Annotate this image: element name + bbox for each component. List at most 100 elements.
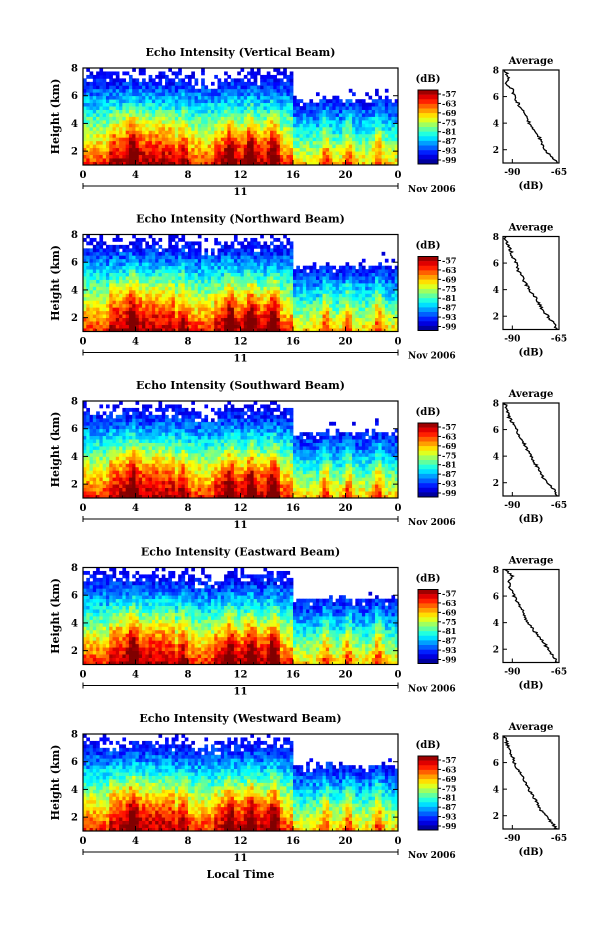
heatmap-cell <box>103 321 107 325</box>
heatmap-cell <box>336 137 340 141</box>
heatmap-cell <box>339 148 343 152</box>
heatmap-cell <box>168 96 172 100</box>
heatmap-cell <box>109 259 113 263</box>
heatmap-cell <box>155 304 159 308</box>
heatmap-cell <box>149 325 153 329</box>
heatmap-cell <box>152 238 156 242</box>
heatmap-cell <box>378 297 382 301</box>
heatmap-cell <box>247 307 251 311</box>
heatmap-cell <box>86 321 90 325</box>
heatmap-cell <box>231 248 235 252</box>
heatmap-cell <box>155 151 159 155</box>
heatmap-cell <box>185 286 189 290</box>
heatmap-cell <box>149 89 153 93</box>
heatmap-cell <box>165 314 169 318</box>
heatmap-cell <box>352 106 356 110</box>
heatmap-cell <box>241 96 245 100</box>
heatmap-cell <box>227 96 231 100</box>
heatmap-cell <box>224 321 228 325</box>
heatmap-cell <box>303 148 307 152</box>
heatmap-cell <box>237 85 241 89</box>
heatmap-cell <box>132 151 136 155</box>
heatmap-cell <box>116 280 120 284</box>
heatmap-cell <box>208 276 212 280</box>
heatmap-cell <box>119 252 123 256</box>
heatmap-cell <box>227 144 231 148</box>
heatmap-cell <box>332 280 336 284</box>
heatmap-cell <box>155 82 159 86</box>
heatmap-cell <box>103 491 107 495</box>
heatmap-cell <box>106 269 110 273</box>
heatmap-cell <box>106 266 110 270</box>
heatmap-cell <box>290 155 294 159</box>
heatmap-cell <box>109 450 113 454</box>
heatmap-cell <box>306 325 310 329</box>
heatmap-cell <box>309 325 313 329</box>
heatmap-cell <box>339 304 343 308</box>
heatmap-cell <box>326 134 330 138</box>
heatmap-cell <box>280 103 284 107</box>
heatmap-cell <box>90 297 94 301</box>
heatmap-cell <box>339 110 343 114</box>
heatmap-cell <box>257 134 261 138</box>
heatmap-cell <box>303 321 307 325</box>
heatmap-cell <box>116 82 120 86</box>
heatmap-cell <box>306 130 310 134</box>
heatmap-cell <box>260 266 264 270</box>
heatmap-cell <box>224 245 228 249</box>
heatmap-cell <box>313 314 317 318</box>
heatmap-cell <box>178 314 182 318</box>
heatmap-cell <box>326 120 330 124</box>
heatmap-cell <box>191 106 195 110</box>
heatmap-cell <box>342 137 346 141</box>
heatmap-cell <box>198 99 202 103</box>
heatmap-cell <box>181 304 185 308</box>
heatmap-cell <box>385 134 389 138</box>
heatmap-cell <box>145 120 149 124</box>
heatmap-cell <box>313 155 317 159</box>
heatmap-cell <box>296 269 300 273</box>
heatmap-cell <box>365 141 369 145</box>
heatmap-cell <box>368 311 372 315</box>
heatmap-cell <box>142 71 146 75</box>
heatmap-cell <box>86 103 90 107</box>
month-label: Nov 2006 <box>408 185 456 195</box>
heatmap-cell <box>329 127 333 131</box>
heatmap-cell <box>93 96 97 100</box>
heatmap-cell <box>181 134 185 138</box>
heatmap-cell <box>188 123 192 127</box>
heatmap-cell <box>221 300 225 304</box>
heatmap-cell <box>99 262 103 266</box>
heatmap-cell <box>99 481 103 485</box>
heatmap-cell <box>355 269 359 273</box>
heatmap-cell <box>109 78 113 82</box>
heatmap-cell <box>172 318 176 322</box>
heatmap-cell <box>129 297 133 301</box>
heatmap-cell <box>195 78 199 82</box>
heatmap-cell <box>234 238 238 242</box>
heatmap-cell <box>231 259 235 263</box>
heatmap-cell <box>175 110 179 114</box>
average-x-tick-label: -65 <box>551 168 567 178</box>
heatmap-cell <box>241 276 245 280</box>
heatmap-cell <box>280 137 284 141</box>
heatmap-cell <box>378 325 382 329</box>
heatmap-cell <box>319 280 323 284</box>
heatmap-cell <box>286 120 290 124</box>
heatmap-cell <box>300 318 304 322</box>
heatmap-cell <box>319 286 323 290</box>
heatmap-cell <box>142 273 146 277</box>
heatmap-cell <box>391 137 395 141</box>
heatmap-cell <box>113 307 117 311</box>
heatmap-cell <box>339 113 343 117</box>
heatmap-cell <box>346 134 350 138</box>
heatmap-cell <box>109 137 113 141</box>
heatmap-cell <box>90 439 94 443</box>
heatmap-cell <box>201 85 205 89</box>
heatmap-cell <box>385 141 389 145</box>
heatmap-cell <box>211 137 215 141</box>
heatmap-cell <box>168 155 172 159</box>
heatmap-cell <box>267 85 271 89</box>
heatmap-cell <box>168 106 172 110</box>
heatmap-cell <box>329 148 333 152</box>
